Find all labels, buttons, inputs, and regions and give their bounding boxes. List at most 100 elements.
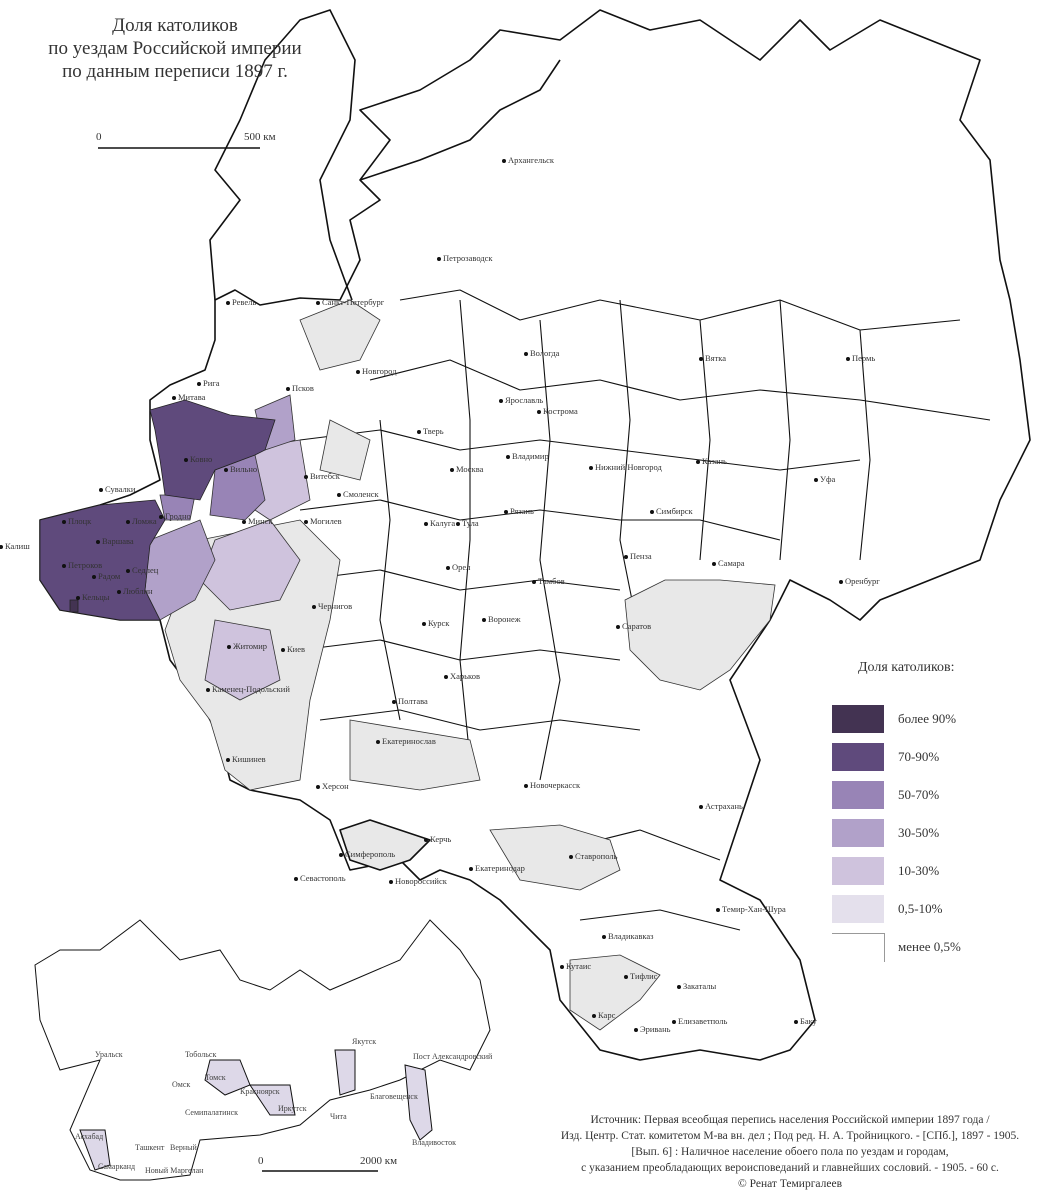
city-label: Владимир [506, 451, 549, 461]
legend-item: менее 0,5% [832, 933, 1032, 962]
city-label: Тверь [417, 426, 444, 436]
legend-item: 10-30% [832, 857, 1032, 885]
city-label: Владикавказ [601, 931, 654, 941]
legend-swatch [832, 857, 884, 885]
city-label: Ломжа [126, 516, 157, 526]
inset-city-label: Асхабад [75, 1132, 104, 1141]
city-label: Вологда [523, 348, 560, 358]
city-label: Екатеринодар [469, 863, 525, 873]
city-label: Калуга [423, 518, 456, 528]
city-label: Радом [91, 571, 121, 581]
city-label: Санкт-Петербург [315, 297, 385, 307]
city-label: Архангельск [501, 155, 555, 165]
legend-label: менее 0,5% [898, 939, 961, 954]
source-line: с указанием преобладающих вероисповедани… [581, 1162, 999, 1174]
main-scale-end: 500 км [244, 131, 276, 143]
city-label: Сувалки [98, 484, 136, 494]
title-line: по данным переписи 1897 г. [62, 61, 288, 82]
city-label: Рязань [504, 506, 534, 516]
legend-item: более 90% [832, 705, 1032, 733]
share-over-90-areas [69, 599, 79, 613]
legend-label: 10-30% [898, 863, 940, 878]
city-label: Калиш [0, 541, 30, 551]
inset-city-label: Чита [330, 1112, 347, 1121]
city-label: Нижний Новгород [589, 462, 662, 472]
city-label: Екатеринослав [376, 736, 436, 746]
share-70-90-areas [39, 399, 276, 621]
legend-swatch [832, 933, 885, 962]
inset-city-label: Пост Александровский [413, 1052, 493, 1061]
city-label: Гродно [159, 511, 191, 521]
legend-item: 50-70% [832, 781, 1032, 809]
city-label: Орел [445, 562, 471, 572]
city-label: Кострома [537, 406, 578, 416]
city-label: Псков [286, 383, 314, 393]
city-label: Ковно [183, 454, 213, 464]
city-label: Тифлис [623, 971, 658, 981]
inset-city-label: Благовещенск [370, 1092, 418, 1101]
inset-city-label: Якутск [352, 1037, 377, 1046]
inset-city-label: Иркутск [278, 1104, 307, 1113]
city-label: Киев [280, 644, 306, 654]
city-label: Вятка [698, 353, 727, 363]
city-label: Ставрополь [568, 851, 618, 861]
inset-city-label: Новый Маргелан [145, 1166, 204, 1175]
inset-city-label: Ташкент [135, 1143, 165, 1152]
city-label: Симбирск [650, 506, 693, 516]
inset-city-label: Тобольск [185, 1050, 217, 1059]
city-label: Плоцк [61, 516, 92, 526]
city-label: Оренбург [839, 576, 880, 586]
share-10-30-areas [199, 439, 311, 701]
inset-map [34, 919, 491, 1181]
inset-city-label: Томск [205, 1073, 226, 1082]
city-label: Петрозаводск [437, 253, 493, 263]
city-label: Пермь [845, 353, 876, 363]
city-label: Минск [242, 516, 273, 526]
legend-label: 30-50% [898, 825, 940, 840]
legend-swatch [832, 743, 884, 771]
city-label: Москва [449, 464, 484, 474]
city-label: Ярославль [498, 395, 544, 405]
legend-label: 50-70% [898, 787, 940, 802]
title-line: по уездам Российской империи [48, 38, 302, 59]
city-label: Могилев [304, 516, 342, 526]
legend-label: более 90% [898, 711, 957, 726]
inset-city-label: Омск [172, 1080, 191, 1089]
legend-item: 70-90% [832, 743, 1032, 771]
city-label: Пенза [624, 551, 652, 561]
city-label: Симферополь [338, 849, 396, 859]
city-label: Полтава [392, 696, 428, 706]
source-line: Изд. Центр. Стат. комитетом М-ва вн. дел… [560, 1130, 1020, 1142]
city-label: Люблин [117, 586, 153, 596]
city-label: Эривань [634, 1024, 671, 1034]
inset-scale-end: 2000 км [360, 1155, 398, 1167]
city-label: Ревель [225, 297, 257, 307]
city-label: Вильно [223, 464, 258, 474]
city-label: Баку [794, 1016, 817, 1026]
map-title: Доля католиков по уездам Российской импе… [30, 14, 320, 83]
inset-city-label: Красноярск [240, 1087, 280, 1096]
city-label: Седлец [125, 565, 159, 575]
share-50-70-areas [159, 454, 266, 521]
city-label: Новгород [356, 366, 397, 376]
inset-city-label: Уральск [95, 1050, 123, 1059]
city-label: Чернигов [311, 601, 353, 611]
city-label: Курск [421, 618, 450, 628]
city-label: Новочеркасск [523, 780, 581, 790]
legend-item: 0,5-10% [832, 895, 1032, 923]
legend-swatch [832, 819, 884, 847]
city-label: Елизаветполь [671, 1016, 728, 1026]
legend-title: Доля католиков: [858, 660, 955, 675]
inset-scale-start: 0 [258, 1155, 264, 1167]
city-label: Рига [197, 378, 220, 388]
title-line: Доля католиков [112, 15, 238, 36]
city-label: Смоленск [337, 489, 379, 499]
inset-city-label: Самарканд [98, 1162, 136, 1171]
city-label: Витебск [304, 471, 340, 481]
source-line: [Вып. 6] : Наличное население обоего пол… [631, 1146, 949, 1158]
city-label: Закаталы [676, 981, 717, 991]
copyright: © Ренат Темиргалеев [738, 1178, 842, 1190]
city-label: Казань [696, 456, 727, 466]
city-label: Самара [712, 558, 745, 568]
city-label: Саратов [615, 621, 652, 631]
